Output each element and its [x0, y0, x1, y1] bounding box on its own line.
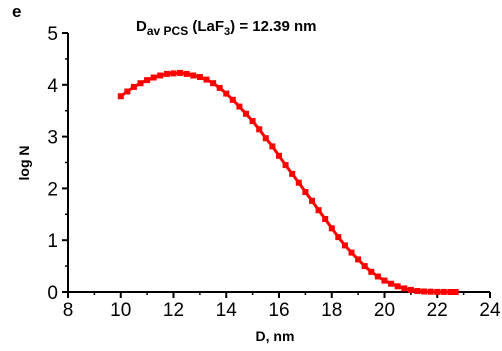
y-tick-label: 0 — [47, 283, 58, 304]
data-point — [243, 110, 249, 117]
x-tick-label: 10 — [110, 300, 131, 321]
data-point — [203, 76, 210, 83]
data-point — [144, 77, 151, 84]
data-point — [117, 93, 124, 100]
data-point — [427, 288, 434, 295]
panel-label: e — [12, 2, 21, 21]
data-point — [315, 207, 322, 214]
data-point — [269, 143, 276, 150]
data-point — [341, 242, 348, 249]
data-point — [289, 170, 296, 177]
data-point — [295, 179, 302, 186]
data-point — [381, 277, 388, 284]
data-point — [302, 189, 309, 195]
y-tick-label: 3 — [47, 128, 58, 149]
y-tick-label: 1 — [47, 231, 58, 252]
data-point — [216, 84, 223, 91]
x-tick-label: 14 — [216, 300, 238, 321]
data-point — [137, 80, 144, 87]
chart-annotation: Dav PCS (LaF3) = 12.39 nm — [136, 18, 316, 38]
data-point — [421, 288, 428, 295]
data-point — [249, 118, 256, 125]
data-point — [355, 256, 362, 263]
y-tick-label: 4 — [47, 76, 58, 97]
data-point — [236, 103, 243, 110]
x-tick-label: 20 — [374, 300, 395, 321]
data-point — [229, 96, 236, 103]
data-point — [322, 216, 329, 222]
data-point — [282, 162, 289, 169]
data-point — [262, 135, 269, 142]
data-point — [276, 152, 282, 159]
data-point — [348, 249, 355, 256]
data-point — [440, 288, 447, 295]
y-tick-label: 5 — [47, 24, 58, 45]
data-point — [223, 90, 230, 97]
data-point — [177, 69, 184, 76]
data-point — [309, 197, 315, 204]
data-point — [328, 225, 335, 232]
data-point — [414, 288, 421, 294]
data-point — [335, 234, 342, 241]
data-point — [434, 288, 441, 295]
data-point — [150, 74, 157, 81]
data-point — [196, 74, 203, 80]
data-point — [210, 80, 217, 87]
x-tick-label: 8 — [63, 300, 74, 321]
data-point — [388, 280, 395, 287]
x-tick-label: 18 — [321, 300, 342, 321]
data-point — [130, 83, 137, 90]
data-point — [157, 72, 164, 79]
data-point — [163, 70, 170, 77]
series-line — [119, 71, 456, 294]
data-point — [170, 70, 177, 77]
x-tick-label: 16 — [268, 300, 289, 321]
data-point — [394, 283, 401, 290]
data-point — [368, 268, 375, 275]
data-point — [407, 286, 414, 293]
data-point — [256, 126, 263, 133]
x-tick-label: 12 — [163, 300, 184, 321]
y-axis-title: log N — [16, 146, 32, 181]
data-point — [183, 70, 190, 77]
data-point — [447, 289, 454, 295]
x-axis-title: D, nm — [256, 328, 295, 344]
annotation-sub2: 3 — [224, 26, 230, 38]
annotation-open: (LaF — [188, 18, 224, 35]
data-point — [452, 289, 459, 295]
data-point — [401, 285, 408, 292]
x-tick-label: 24 — [479, 300, 501, 321]
x-tick-label: 22 — [427, 300, 448, 321]
data-point — [124, 88, 131, 95]
annotation-close: ) = 12.39 nm — [230, 18, 316, 35]
data-point — [190, 72, 197, 79]
annotation-subscript: av PCS — [147, 24, 188, 38]
data-point — [374, 273, 381, 280]
annotation-main: D — [136, 18, 147, 35]
y-tick-label: 2 — [47, 179, 58, 200]
data-point — [361, 263, 368, 270]
